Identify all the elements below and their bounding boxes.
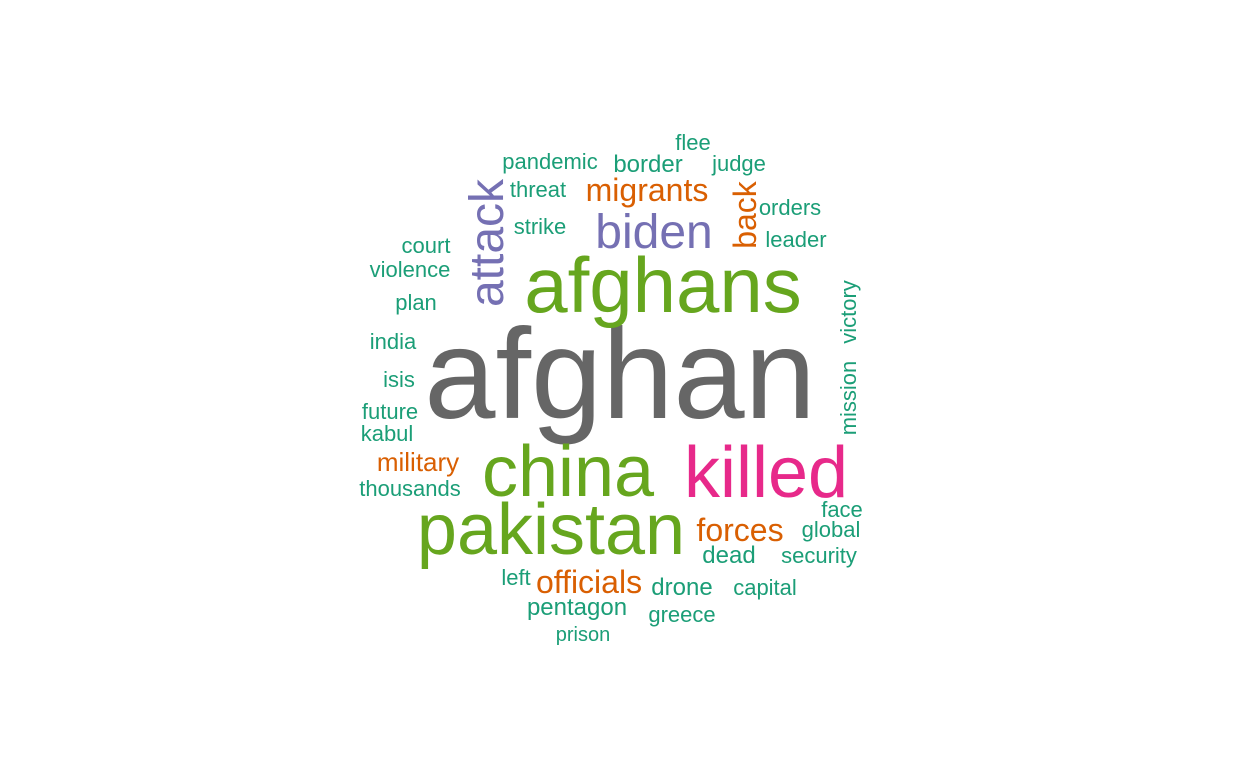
word-prison: prison <box>555 624 611 646</box>
word-future: future <box>361 399 419 424</box>
word-biden: biden <box>595 206 713 259</box>
word-court: court <box>401 233 451 258</box>
word-judge: judge <box>712 151 766 176</box>
word-strike: strike <box>513 214 567 239</box>
word-kabul: kabul <box>360 421 414 446</box>
word-afghans: afghans <box>524 241 802 329</box>
word-plan: plan <box>395 290 437 315</box>
word-orders: orders <box>758 195 822 220</box>
word-left: left <box>501 565 531 590</box>
word-forces: forces <box>696 512 784 548</box>
word-isis: isis <box>383 367 415 392</box>
word-migrants: migrants <box>585 172 709 208</box>
word-victory: victory <box>836 280 861 344</box>
word-threat: threat <box>509 177 567 202</box>
word-pentagon: pentagon <box>526 594 628 621</box>
word-china: china <box>481 432 655 512</box>
word-pandemic: pandemic <box>502 149 598 174</box>
word-flee: flee <box>675 130 711 155</box>
word-global: global <box>801 517 861 542</box>
word-afghan: afghan <box>424 303 816 446</box>
word-thousands: thousands <box>359 476 461 501</box>
word-security: security <box>781 543 857 568</box>
word-dead: dead <box>702 542 756 569</box>
word-military: military <box>376 447 460 477</box>
word-back: back <box>727 181 763 249</box>
word-india: india <box>369 329 417 354</box>
word-violence: violence <box>369 257 451 282</box>
word-drone: drone <box>651 574 713 601</box>
word-attack: attack <box>461 178 514 308</box>
word-pakistan: pakistan <box>416 490 686 570</box>
word-capital: capital <box>733 575 797 600</box>
word-killed: killed <box>683 433 849 513</box>
word-leader: leader <box>765 227 827 252</box>
word-border: border <box>613 151 683 178</box>
word-officials: officials <box>535 564 643 600</box>
word-mission: mission <box>836 360 861 436</box>
word-greece: greece <box>648 602 716 627</box>
word-face: face <box>821 497 863 522</box>
